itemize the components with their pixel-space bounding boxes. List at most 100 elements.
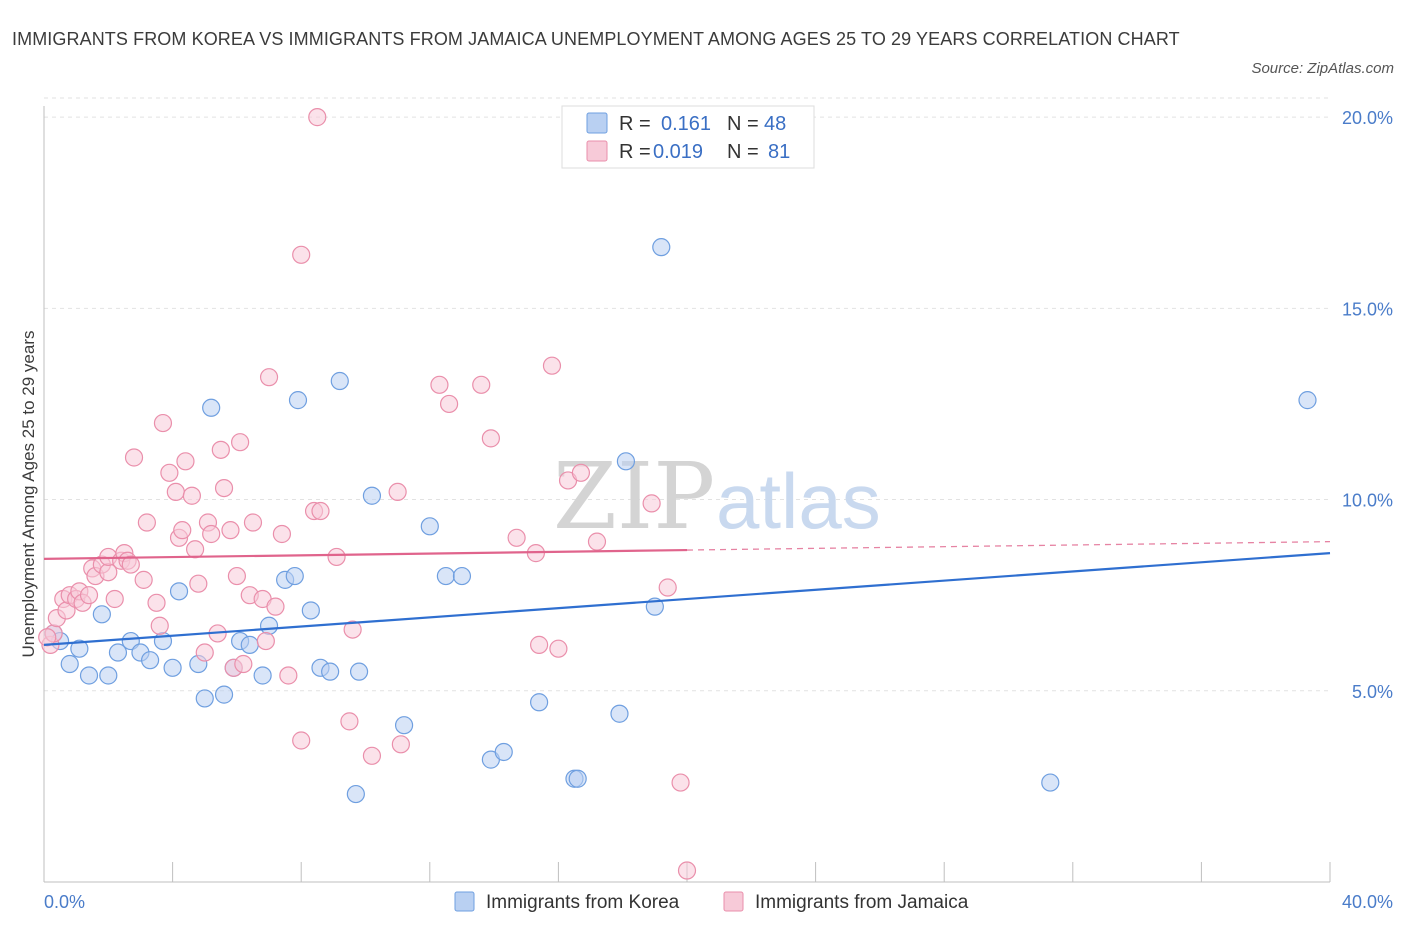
data-point [240, 635, 259, 654]
data-point [166, 482, 185, 502]
data-point [160, 463, 179, 482]
y-axis-title: Unemployment Among Ages 25 to 29 years [19, 331, 38, 658]
data-point [1298, 391, 1317, 410]
data-point [362, 486, 382, 505]
series-jamaica [38, 108, 697, 880]
data-point [530, 693, 549, 712]
data-point [60, 654, 79, 674]
data-point [137, 513, 156, 532]
data-point [292, 245, 311, 264]
data-point [105, 589, 124, 609]
data-point [108, 643, 128, 662]
data-point [430, 375, 449, 394]
stats-legend: R = 0.161 N = 48 R = 0.019 N = 81 [561, 105, 815, 169]
data-point [214, 685, 234, 704]
trend-line-dashed-jamaica [686, 540, 1331, 551]
data-point [472, 375, 491, 394]
data-point [311, 501, 330, 521]
data-point [288, 391, 308, 410]
data-point [346, 784, 365, 804]
legend-n-label-korea: N = [727, 113, 759, 135]
data-point [186, 540, 205, 559]
data-point [140, 651, 160, 670]
data-point [308, 108, 327, 127]
data-point [642, 494, 661, 513]
data-point [571, 463, 591, 482]
data-point [330, 371, 349, 391]
data-point [587, 532, 607, 551]
data-point [202, 524, 221, 544]
data-point [321, 662, 340, 681]
chart-title: IMMIGRANTS FROM KOREA VS IMMIGRANTS FROM… [12, 29, 1180, 49]
legend-n-value-jamaica: 81 [768, 141, 790, 163]
data-point [202, 398, 221, 417]
data-point [481, 429, 500, 448]
data-point [214, 478, 234, 498]
data-point [272, 524, 292, 544]
data-point [568, 769, 587, 788]
data-point [388, 482, 407, 502]
legend-r-label-korea: R = [619, 113, 651, 135]
data-point [121, 555, 140, 574]
data-point [616, 452, 636, 471]
legend-swatch-jamaica [586, 140, 608, 162]
data-point [327, 547, 346, 567]
y-tick-label: 20.0% [1342, 108, 1393, 128]
trend-line-korea [43, 552, 1331, 646]
legend-swatch-korea [586, 112, 608, 134]
series-legend-swatch-korea [454, 891, 475, 912]
x-tick-label-min: 0.0% [44, 892, 85, 912]
data-point [677, 861, 697, 880]
trend-line-jamaica [43, 548, 688, 560]
y-tick-label: 5.0% [1352, 682, 1393, 702]
data-point [279, 666, 298, 685]
data-point [340, 712, 359, 731]
source-label: Source: ZipAtlas.com [1251, 60, 1394, 77]
data-point [343, 620, 362, 639]
data-point [1041, 773, 1060, 792]
x-tick-label-max: 40.0% [1342, 892, 1393, 912]
data-point [658, 578, 677, 597]
data-point [189, 574, 208, 593]
data-point [134, 570, 153, 589]
data-point [182, 486, 201, 505]
data-point [163, 658, 182, 677]
legend-r-value-korea: 0.161 [661, 113, 711, 135]
data-point [153, 413, 173, 433]
data-points [38, 108, 1317, 880]
data-point [301, 601, 320, 620]
data-point [173, 521, 192, 540]
watermark-atlas: atlas [716, 457, 881, 545]
data-point [147, 593, 166, 612]
data-point [99, 666, 118, 685]
legend-r-label-jamaica: R = [619, 141, 651, 163]
data-point [259, 616, 279, 635]
y-tick-labels: 5.0% 10.0% 15.0% 20.0% [1342, 108, 1393, 702]
data-point [79, 666, 99, 685]
data-point [530, 635, 549, 654]
data-point [243, 513, 263, 532]
data-point [266, 597, 285, 616]
legend-n-label-jamaica: N = [727, 141, 759, 163]
data-point [259, 368, 279, 387]
data-point [549, 639, 568, 658]
series-legend-label-jamaica: Immigrants from Jamaica [755, 892, 969, 913]
data-point [292, 731, 311, 750]
series-legend-label-korea: Immigrants from Korea [486, 892, 680, 913]
data-point [420, 517, 439, 536]
data-point [256, 631, 275, 651]
data-point [124, 448, 144, 467]
data-point [150, 616, 169, 635]
trend-lines [43, 540, 1331, 646]
series-legend: Immigrants from Korea Immigrants from Ja… [454, 891, 969, 913]
data-point [211, 440, 230, 459]
data-point [79, 586, 99, 605]
data-point [507, 528, 526, 547]
data-point [494, 742, 513, 762]
data-point [452, 566, 472, 586]
data-point [231, 433, 250, 452]
data-point [195, 689, 214, 708]
data-point [394, 716, 414, 735]
data-point [362, 746, 382, 765]
